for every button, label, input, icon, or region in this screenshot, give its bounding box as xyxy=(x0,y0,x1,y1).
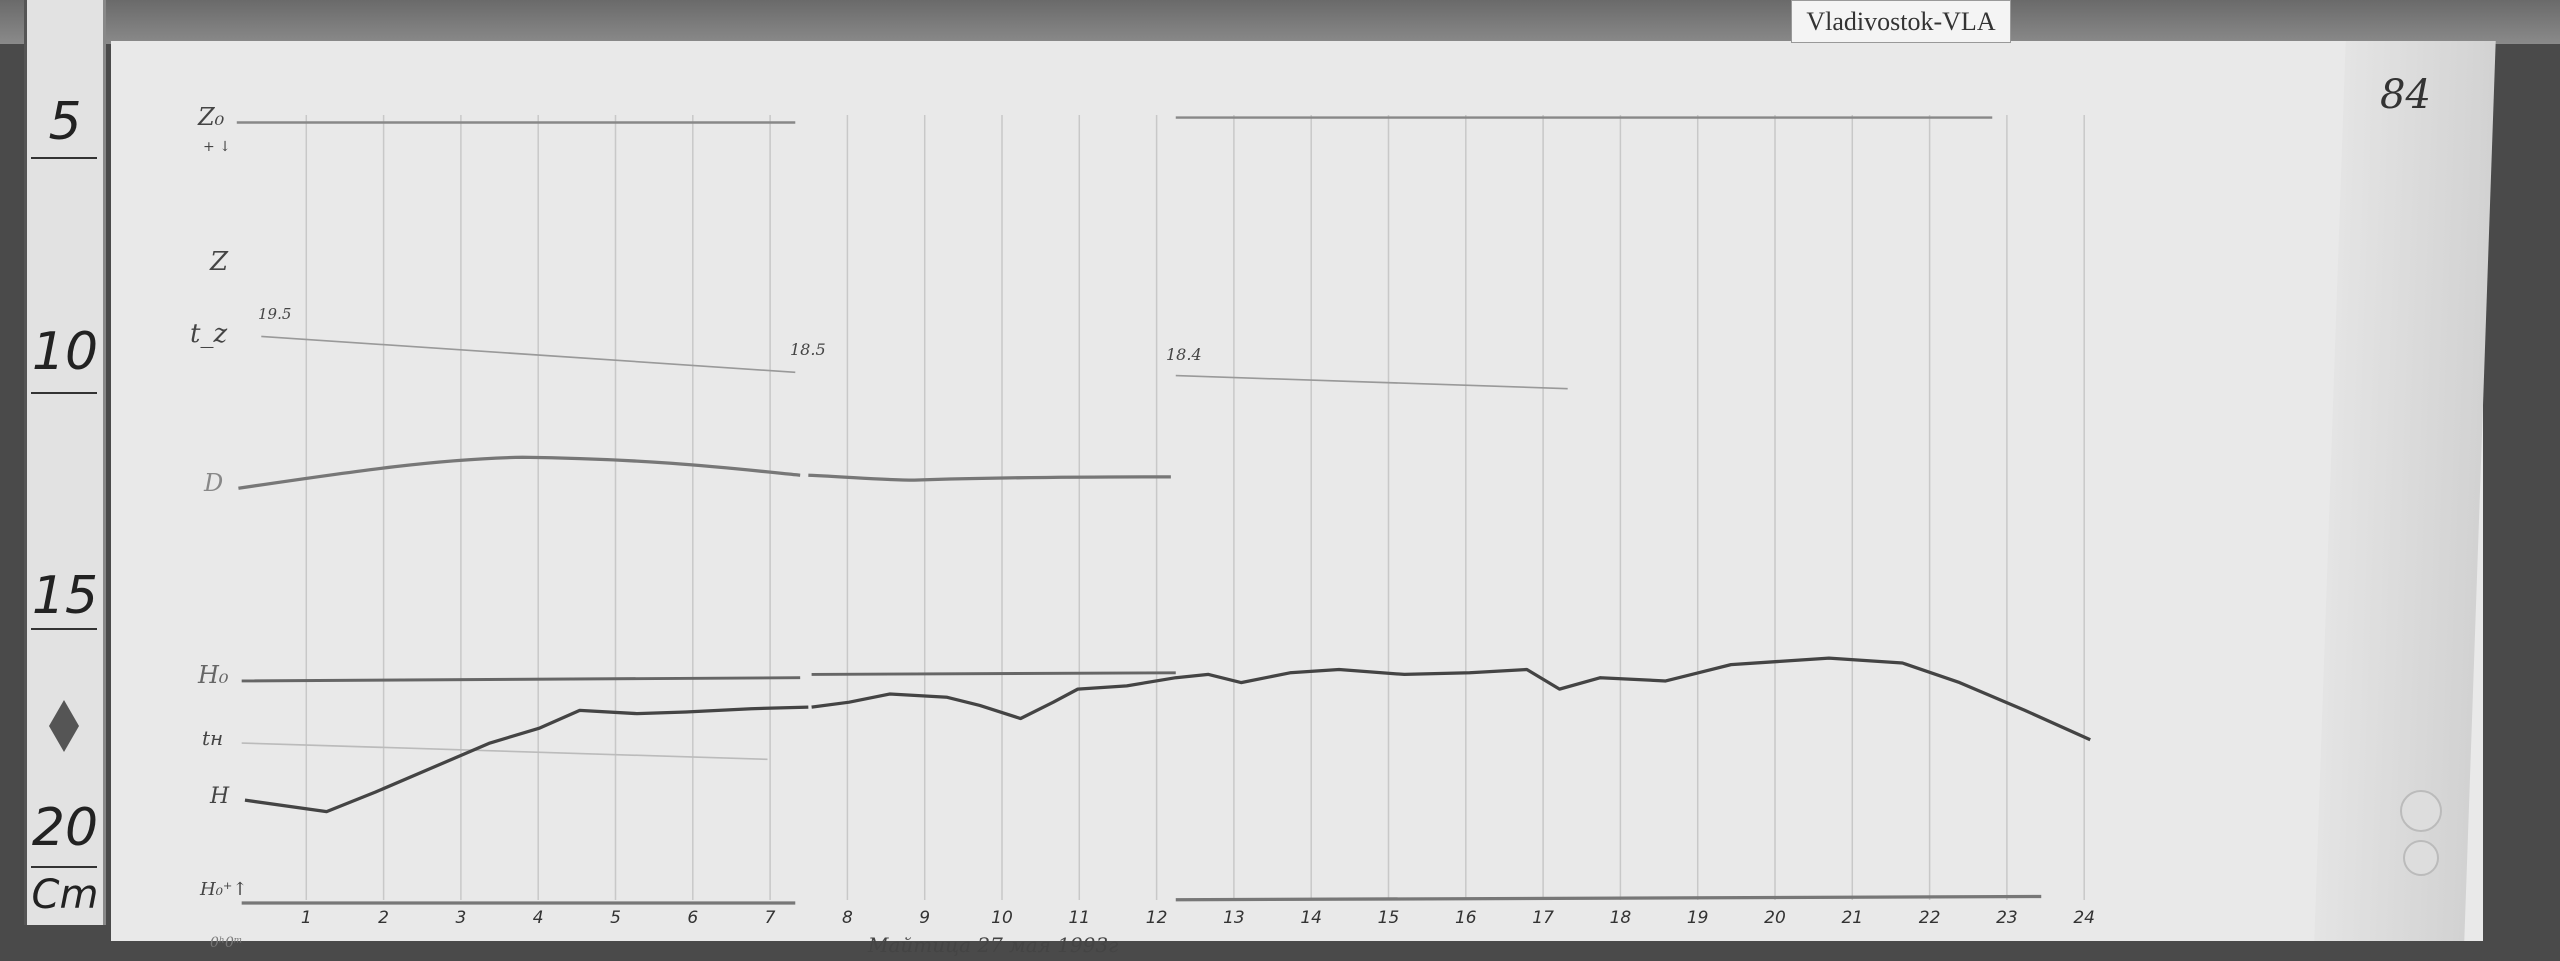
hour-tick-label: 12 xyxy=(1145,908,1168,928)
hour-tick-label: 24 xyxy=(2073,908,2096,928)
hour-tick-label: 13 xyxy=(1223,908,1245,928)
z0-sign: + ↓ xyxy=(203,139,231,155)
hour-tick-label: 22 xyxy=(1918,908,1941,928)
z0-baseline xyxy=(236,116,1993,124)
hour-tick-label: 14 xyxy=(1300,908,1323,928)
magnetogram-sheet xyxy=(111,41,2483,941)
hour-tick-label: 9 xyxy=(919,908,931,928)
hour-tick-label: 21 xyxy=(1841,908,1864,928)
ruler-hole xyxy=(2403,840,2439,876)
h0-label: H₀ xyxy=(198,661,229,689)
ruler-mark: 15 xyxy=(31,566,99,626)
ruler-mark: 20 xyxy=(31,798,99,858)
tn-label: tн xyxy=(202,726,224,750)
hour-tick-label: 18 xyxy=(1609,908,1632,928)
hour-tick-label: 1 xyxy=(300,908,312,928)
start-time-label: 0ʰ0ᵐ xyxy=(210,935,243,951)
footer-note: Майтица 27 мая 1993г xyxy=(868,933,1119,957)
z-label: Z xyxy=(210,247,229,277)
hour-tick-label: 3 xyxy=(455,908,467,928)
hour-tick-label: 7 xyxy=(764,908,776,928)
tz-value: 18.4 xyxy=(1166,345,1202,364)
hour-tick-label: 8 xyxy=(841,908,853,928)
tn-trace xyxy=(241,742,768,761)
tz-value: 19.5 xyxy=(258,305,292,323)
h-trace xyxy=(244,656,2091,814)
tz-value: 18.5 xyxy=(790,340,826,359)
ruler-mark: 5 xyxy=(48,92,82,152)
hour-tick-label: 15 xyxy=(1377,908,1400,928)
hour-tick-label: 2 xyxy=(378,908,390,928)
hour-tick-label: 10 xyxy=(991,908,1013,928)
ruler-mark: 10 xyxy=(31,322,99,382)
hour-tick-label: 6 xyxy=(687,908,699,928)
tz-trace xyxy=(261,335,1568,390)
hour-tick-label: 4 xyxy=(532,908,544,928)
top-frame xyxy=(0,0,2560,44)
d-label: D xyxy=(204,469,224,497)
hour-tick-label: 17 xyxy=(1532,908,1554,928)
ruler-unit: Cm xyxy=(31,872,99,918)
hour-tick-label: 20 xyxy=(1764,908,1786,928)
time-axis xyxy=(241,894,2042,905)
station-label: Vladivostok-VLA xyxy=(1791,0,2011,43)
hour-tick-label: 11 xyxy=(1068,908,1091,928)
cm-ruler: 5 10 15 20 Cm xyxy=(24,0,106,925)
h-label: H xyxy=(210,784,230,809)
d-trace xyxy=(238,455,1171,490)
h0-bottom-label: H₀⁺↑ xyxy=(200,879,248,900)
hour-tick-label: 5 xyxy=(610,908,621,928)
z0-label: Z₀ xyxy=(198,103,225,131)
sheet-number: 84 xyxy=(2380,72,2431,118)
hour-tick-label: 19 xyxy=(1686,908,1709,928)
ruler-hole xyxy=(2400,790,2442,832)
hour-tick-label: 23 xyxy=(1996,908,2018,928)
hour-tick-label: 16 xyxy=(1454,908,1477,928)
tz-label: t_z xyxy=(190,319,228,349)
h0-baseline xyxy=(241,671,1176,683)
